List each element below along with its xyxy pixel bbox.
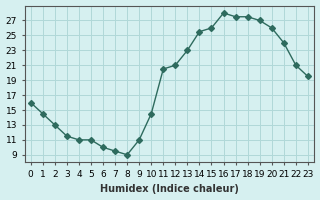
X-axis label: Humidex (Indice chaleur): Humidex (Indice chaleur) xyxy=(100,184,239,194)
